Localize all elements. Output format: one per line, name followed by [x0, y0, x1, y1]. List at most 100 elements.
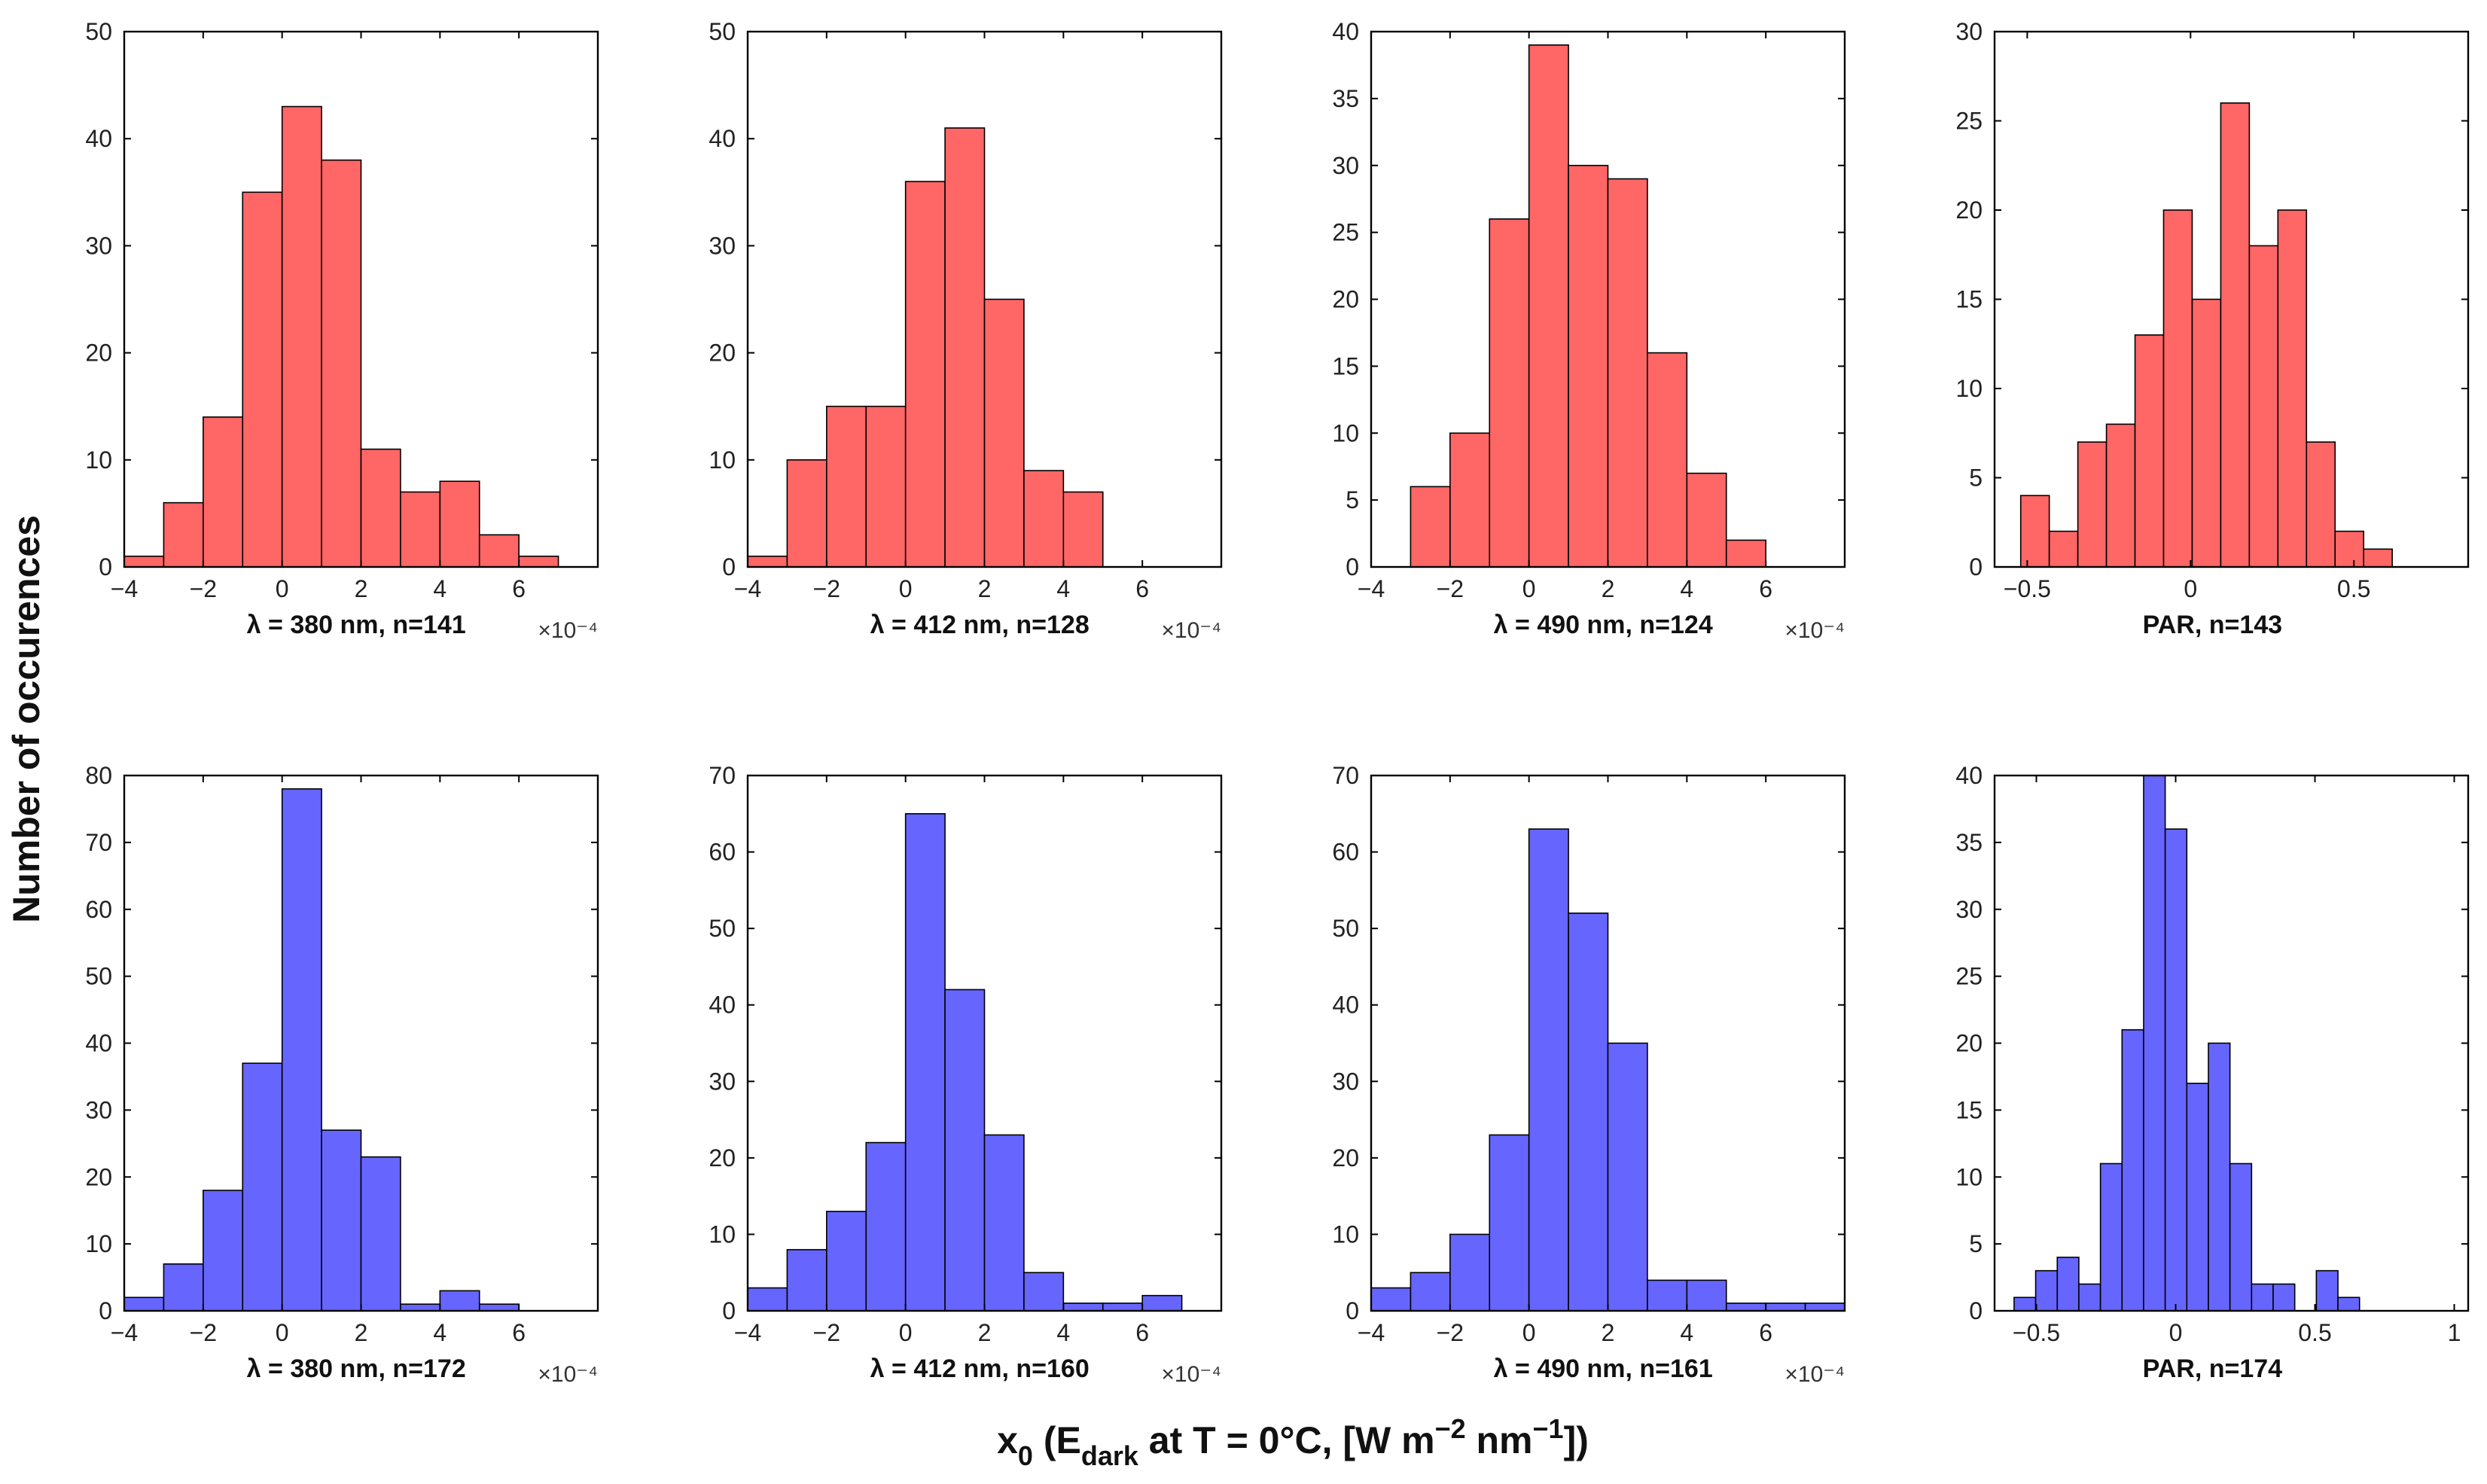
- histogram-bar: [360, 1156, 401, 1312]
- x-tick-label: −4: [734, 575, 761, 602]
- x-tick-label: −2: [190, 575, 217, 602]
- histogram-bar: [281, 105, 322, 568]
- x-tick-label: 6: [512, 1319, 526, 1346]
- x-tick-label: 2: [978, 575, 992, 602]
- y-tick-label: 5: [1346, 486, 1359, 513]
- panel-label: λ = 490 nm, n=161: [1494, 1354, 1713, 1383]
- histogram-bar: [2105, 423, 2136, 568]
- x-tick-label: 0.5: [2337, 575, 2370, 602]
- histogram-bar: [2272, 1283, 2296, 1312]
- histogram-bar: [1023, 470, 1065, 568]
- y-tick-label: 40: [85, 125, 112, 152]
- y-tick-label: 50: [1332, 915, 1359, 942]
- x-tick-label: 4: [1680, 575, 1693, 602]
- x-tick-label: −0.5: [2013, 1319, 2060, 1346]
- y-tick-label: 70: [709, 762, 736, 789]
- axis-exponent: ×10⁻⁴: [1784, 618, 1845, 643]
- y-tick-label: 30: [1332, 152, 1359, 179]
- panel-380-dark: −4 −2 0 2 4 6 0 10 20 30 40 50 λ = 380 nm, n=141 ×10⁻…: [85, 18, 599, 643]
- histogram-bar: [983, 298, 1025, 568]
- histogram-bar: [865, 405, 907, 568]
- y-tick-label: 70: [85, 829, 112, 856]
- y-tick-label: 60: [85, 896, 112, 923]
- histogram-bar: [2048, 530, 2079, 568]
- histogram-bar: [747, 1287, 788, 1312]
- y-tick-label: 60: [709, 839, 736, 866]
- histogram-bar: [826, 405, 867, 568]
- histogram-bar: [203, 1190, 244, 1312]
- y-tick-label: 0: [99, 1297, 112, 1324]
- y-tick-label: 0: [1969, 1297, 1983, 1324]
- histogram-bar: [281, 788, 322, 1312]
- y-tick-label: 10: [1955, 375, 1983, 402]
- histogram-bar: [1528, 44, 1569, 568]
- y-tick-label: 20: [709, 1144, 736, 1172]
- x-tick-label: 2: [978, 1319, 992, 1346]
- histogram-bar: [2186, 1083, 2209, 1312]
- panel-412-dark: −4 −2 0 2 4 6 0 10 20 30 40 50 λ = 412 nm, n=128 ×10⁻…: [709, 18, 1223, 643]
- y-tick-label: 20: [1332, 1144, 1359, 1172]
- x-tick-label: 6: [1759, 575, 1772, 602]
- y-tick-label: 40: [1955, 762, 1983, 789]
- histogram-bar: [1686, 1279, 1727, 1312]
- x-tick-label: −2: [813, 575, 840, 602]
- histogram-bar: [786, 1248, 827, 1312]
- histogram-bar: [1647, 352, 1688, 568]
- x-tick-label: 4: [1056, 575, 1070, 602]
- histogram-bar: [478, 1303, 520, 1312]
- panel-label: λ = 490 nm, n=124: [1494, 611, 1713, 639]
- histogram-bar: [400, 1303, 441, 1312]
- histogram-bar: [242, 191, 283, 568]
- histogram-bar: [1141, 1294, 1183, 1312]
- panel-490-dark: −4 −2 0 2 4 6 0 5 10 15 20 25 30 35 40 λ = 490 nm, n=12…: [1332, 18, 1846, 643]
- y-tick-label: 5: [1969, 465, 1983, 492]
- histogram-bar: [400, 491, 441, 568]
- histogram-bar: [786, 459, 827, 568]
- y-tick-label: 40: [1332, 18, 1359, 45]
- x-tick-label: −4: [1358, 1319, 1385, 1346]
- y-tick-label: 30: [1955, 896, 1983, 923]
- y-tick-label: 30: [709, 232, 736, 259]
- y-tick-label: 20: [709, 340, 736, 367]
- histogram-bar: [1489, 1134, 1530, 1312]
- y-tick-label: 0: [1969, 553, 1983, 580]
- x-tick-label: 0: [2169, 1319, 2183, 1346]
- y-tick-label: 20: [1332, 286, 1359, 313]
- x-tick-label: 6: [1135, 575, 1149, 602]
- x-tick-label: 0: [276, 1319, 289, 1346]
- histogram-bar: [2078, 1283, 2101, 1312]
- histogram-bar: [747, 555, 788, 568]
- x-axis-label: x0 (Edark at T = 0°C, [W m−2 nm−1]): [997, 1413, 1589, 1471]
- histogram-bar: [2208, 1042, 2231, 1312]
- histogram-bar: [2134, 334, 2165, 568]
- y-tick-label: 50: [709, 18, 736, 45]
- x-tick-label: −4: [734, 1319, 761, 1346]
- histogram-bar: [478, 534, 520, 568]
- histogram-bar: [2220, 102, 2251, 568]
- histogram-bar: [2099, 1163, 2123, 1312]
- histogram-bar: [203, 416, 244, 568]
- x-tick-label: 0: [1522, 1319, 1536, 1346]
- x-tick-label: −2: [190, 1319, 217, 1346]
- y-tick-label: 0: [99, 553, 112, 580]
- histogram-bar: [163, 501, 204, 568]
- x-tick-label: −2: [1437, 575, 1464, 602]
- x-tick-label: 4: [1056, 1319, 1070, 1346]
- y-tick-label: 30: [1955, 18, 1983, 45]
- y-tick-label: 10: [85, 446, 112, 474]
- x-tick-label: −2: [813, 1319, 840, 1346]
- histogram-bar: [2334, 530, 2364, 568]
- axis-exponent: ×10⁻⁴: [1161, 618, 1221, 643]
- x-tick-label: 4: [1680, 1319, 1693, 1346]
- x-tick-label: −4: [1358, 575, 1385, 602]
- y-tick-label: 30: [1332, 1068, 1359, 1095]
- x-tick-label: 4: [433, 575, 447, 602]
- x-tick-label: 6: [1135, 1319, 1149, 1346]
- y-tick-label: 0: [722, 553, 736, 580]
- histogram-bar: [1568, 164, 1609, 568]
- y-tick-label: 30: [709, 1068, 736, 1095]
- histogram-bar: [1804, 1303, 1845, 1312]
